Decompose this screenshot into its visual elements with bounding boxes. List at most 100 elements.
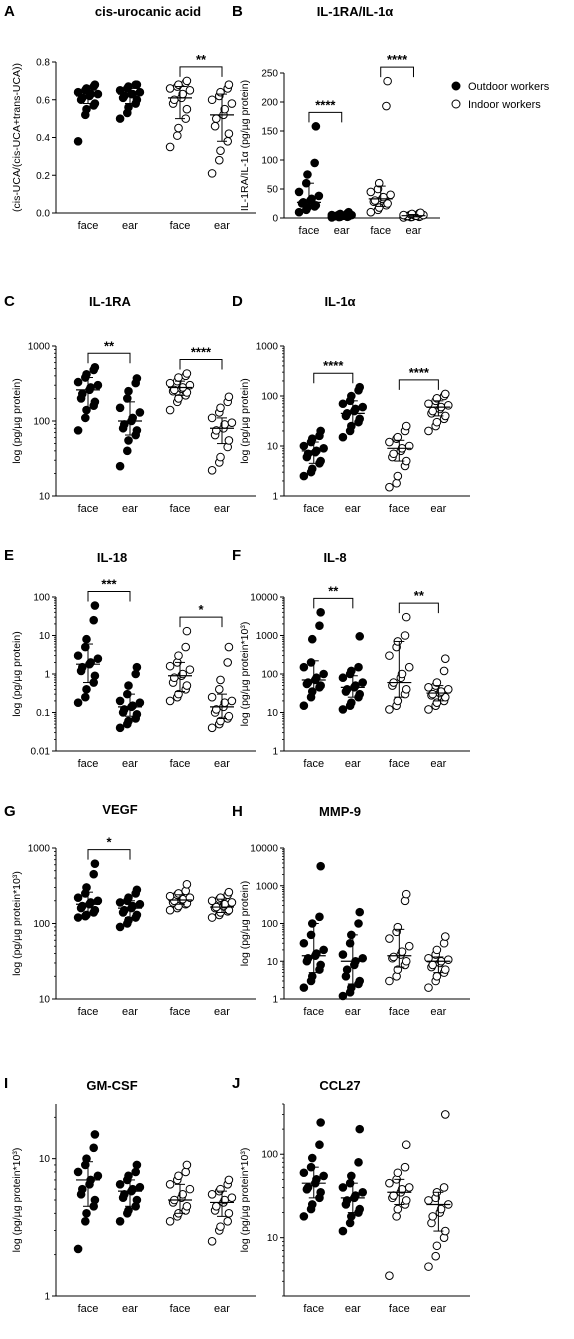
panel-f: F IL-8 1 10 100 1000 10000 log (pg/µg protein*1… [232, 547, 470, 770]
y-tick-label: 0.6 [36, 95, 50, 106]
series-outdoor-face [294, 122, 324, 217]
data-point [93, 654, 103, 663]
panel-letter: D [232, 293, 243, 310]
series-outdoor-ear [115, 374, 145, 471]
data-point [319, 945, 328, 955]
panel-h: H MMP-9 1 10 100 1000 10000 log (pg/µg protein)… [232, 803, 470, 1018]
data-point [207, 413, 217, 423]
y-tick-label: 10 [267, 1233, 279, 1244]
x-category-label: face [389, 758, 410, 770]
data-point [73, 698, 83, 707]
x-category-label: ear [334, 225, 350, 237]
data-point [215, 685, 224, 694]
panel-title: VEGF [102, 802, 137, 817]
x-category-label: ear [345, 1303, 361, 1315]
data-point [355, 414, 365, 424]
data-point [424, 953, 433, 963]
data-point [93, 896, 103, 906]
data-point [338, 1183, 348, 1192]
data-point [393, 471, 403, 481]
data-point [424, 1196, 433, 1205]
data-point [347, 1212, 356, 1221]
data-point [82, 369, 91, 379]
data-point [316, 608, 325, 617]
data-point [338, 673, 348, 683]
x-category-label: ear [122, 758, 138, 770]
data-point [82, 1154, 91, 1163]
data-point [224, 1209, 234, 1218]
data-point [299, 701, 309, 711]
significance-bracket: **** [380, 52, 414, 78]
data-point [354, 662, 363, 672]
data-point [93, 1171, 103, 1181]
data-point [401, 421, 411, 431]
data-point [132, 662, 142, 672]
x-category-label: ear [214, 758, 230, 770]
y-tick-label: 10 [267, 708, 279, 719]
series-outdoor-face [73, 601, 103, 707]
bracket-line [179, 616, 223, 628]
x-category-label: ear [122, 1303, 138, 1315]
data-point [224, 129, 234, 139]
data-point [400, 1162, 410, 1172]
data-point [355, 689, 365, 699]
data-point [135, 899, 145, 909]
series-indoor-ear [424, 1110, 453, 1271]
data-point [428, 1212, 437, 1221]
y-tick-label: 1 [272, 747, 278, 758]
panel-e: E IL-18 0.01 0.1 1 10 100 log (pg/µg protein) fa… [4, 547, 256, 770]
panel-j: J CCL27 10 100 log (pg/µg protein*10³) face ea… [232, 1075, 470, 1315]
significance-stars: * [198, 602, 204, 617]
data-point [170, 673, 179, 683]
data-point [358, 402, 368, 412]
data-point [115, 723, 125, 733]
series-indoor-face [165, 1160, 195, 1226]
data-point [385, 1178, 394, 1188]
x-category-label: ear [214, 1303, 230, 1315]
y-axis-label: IL-1RA/IL-1α (pg/µg protein) [239, 80, 251, 211]
x-category-label: ear [345, 1006, 361, 1018]
data-point [347, 666, 356, 676]
data-point [132, 1160, 142, 1170]
y-tick-label: 1 [44, 1292, 50, 1303]
x-category-label: face [389, 1303, 410, 1315]
data-point [115, 86, 125, 95]
x-category-label: face [170, 1303, 191, 1315]
legend-indoor-label: Indoor workers [468, 99, 541, 111]
data-point [424, 983, 433, 992]
data-point [207, 723, 217, 733]
x-category-label: face [78, 220, 99, 232]
data-point [165, 891, 175, 901]
bracket-line [313, 597, 354, 609]
data-point [347, 421, 356, 431]
y-tick-label: 100 [261, 1150, 278, 1161]
data-point [385, 651, 394, 660]
data-point [132, 426, 142, 435]
data-point [132, 374, 142, 383]
data-point [383, 76, 392, 86]
data-point [90, 671, 100, 681]
y-axis-label: log (pg/µg protein) [11, 378, 23, 463]
data-point [73, 426, 83, 435]
data-point [311, 122, 321, 131]
data-point [82, 685, 91, 694]
data-point [227, 1193, 237, 1202]
series-outdoor-face [299, 426, 328, 481]
data-point [338, 399, 348, 409]
data-point [115, 403, 125, 413]
y-tick-label: 150 [261, 127, 278, 138]
data-point [338, 432, 348, 442]
y-tick-label: 10000 [250, 593, 278, 604]
x-category-label: ear [430, 1303, 446, 1315]
data-point [223, 658, 232, 667]
bracket-line [179, 66, 223, 77]
data-point [174, 889, 183, 898]
series-indoor-face [385, 421, 414, 492]
data-point [355, 907, 365, 917]
data-point [354, 1158, 363, 1167]
data-point [227, 898, 237, 907]
data-point [303, 1183, 313, 1192]
data-point [382, 101, 391, 111]
data-point [82, 1209, 91, 1218]
